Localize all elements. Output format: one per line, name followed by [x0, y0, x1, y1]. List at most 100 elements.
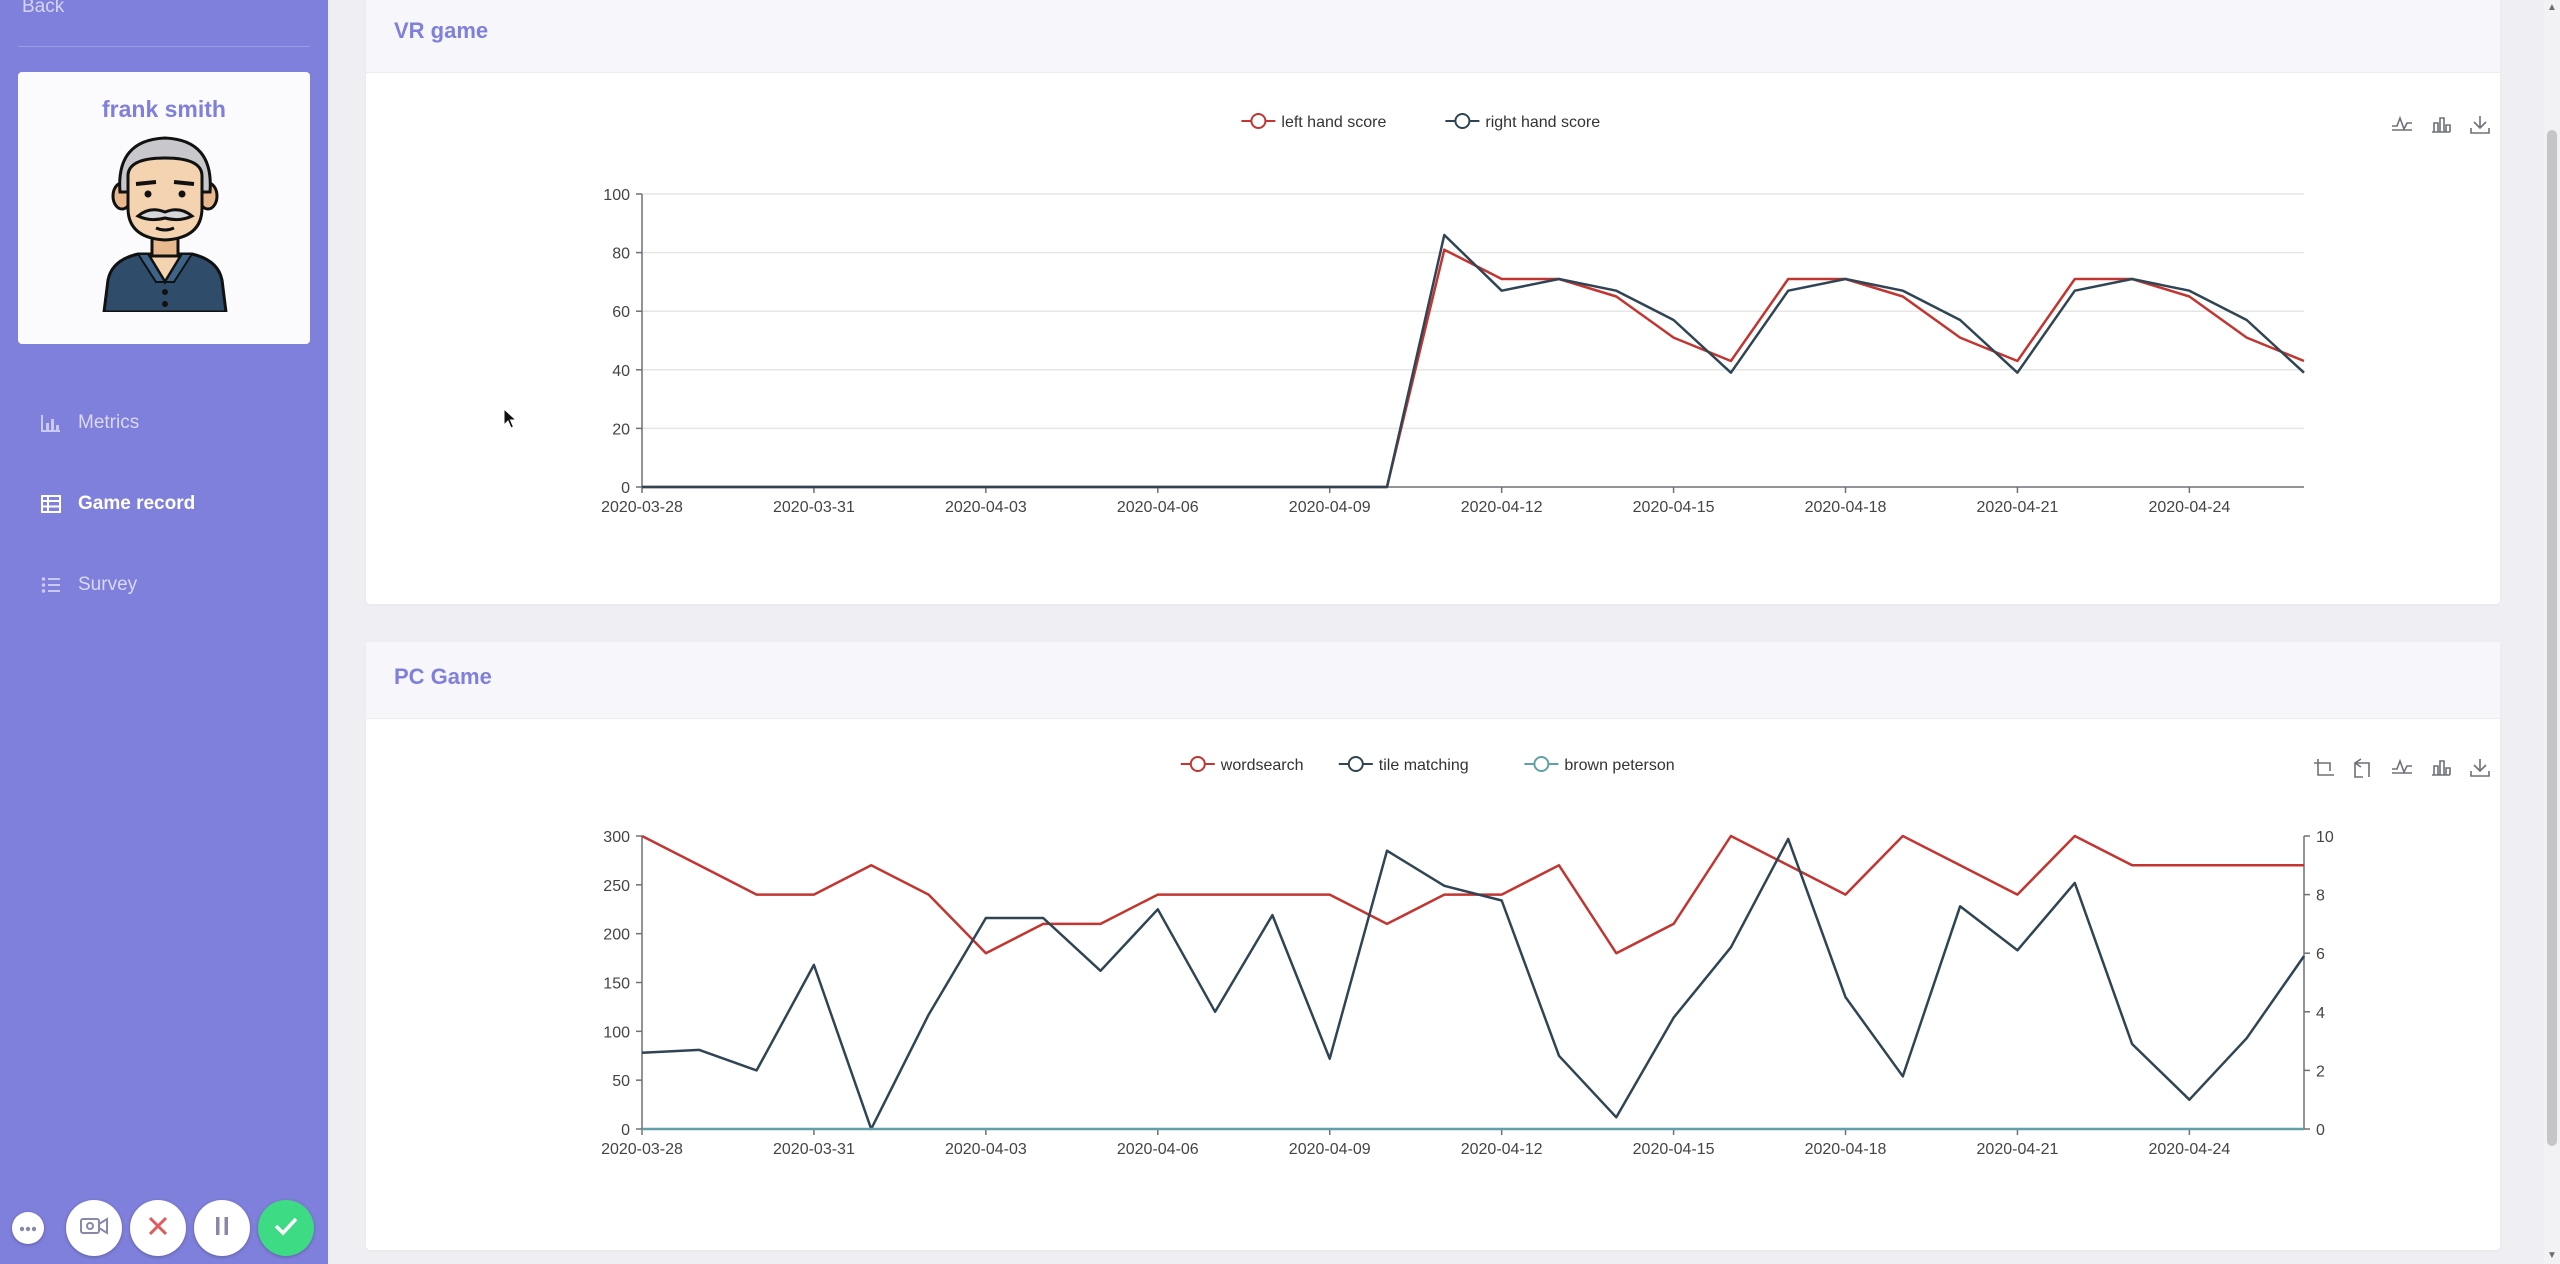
confirm-button[interactable] — [258, 1200, 314, 1256]
card-header: PC Game — [366, 642, 2500, 719]
x-tick-label: 2020-04-06 — [1117, 1141, 1199, 1158]
y-tick-label: 300 — [603, 829, 630, 846]
y2-tick-label: 2 — [2316, 1063, 2325, 1080]
y2-tick-label: 6 — [2316, 946, 2325, 963]
scrollbar[interactable]: ▲ ▼ — [2544, 0, 2560, 1264]
legend-item[interactable]: left hand score — [1241, 113, 1386, 131]
table-icon — [40, 493, 62, 515]
y-tick-label: 60 — [612, 304, 630, 321]
icon-path — [2470, 759, 2490, 777]
check-icon — [273, 1215, 299, 1242]
x-tick-label: 2020-04-21 — [1977, 1141, 2059, 1158]
x-tick-label: 2020-03-31 — [773, 499, 855, 516]
series-line — [642, 248, 2305, 489]
x-tick-label: 2020-04-09 — [1289, 499, 1371, 516]
x-tick-label: 2020-04-03 — [945, 1141, 1027, 1158]
bar-chart-icon[interactable] — [2429, 757, 2453, 779]
card-title: PC Game — [394, 664, 492, 689]
profile-card: frank smith — [18, 72, 310, 344]
y2-tick-label: 8 — [2316, 888, 2325, 905]
pause-button[interactable] — [194, 1200, 250, 1256]
icon-path — [2432, 760, 2451, 776]
bar-chart-icon — [40, 412, 62, 434]
x-tick-label: 2020-03-28 — [601, 1141, 683, 1158]
back-link[interactable]: Back — [22, 0, 65, 17]
sidebar-item-label: Survey — [78, 574, 138, 595]
x-tick-label: 2020-04-06 — [1117, 499, 1199, 516]
list-icon — [40, 574, 62, 596]
y-tick-label: 80 — [612, 246, 630, 263]
x-tick-label: 2020-04-24 — [2148, 1141, 2230, 1158]
y-tick-label: 20 — [612, 421, 630, 438]
series-line — [641, 834, 2304, 955]
camera-icon — [80, 1216, 108, 1241]
line-chart-icon[interactable] — [2390, 757, 2414, 779]
more-icon — [19, 1219, 37, 1237]
x-tick-label: 2020-04-12 — [1461, 499, 1543, 516]
camera-button[interactable] — [66, 1200, 122, 1256]
zoom-icon[interactable] — [2312, 757, 2336, 779]
legend-item[interactable]: brown peterson — [1524, 756, 1675, 774]
legend-marker — [1250, 113, 1267, 129]
legend-marker — [1347, 756, 1364, 772]
zoom-reset-icon[interactable] — [2351, 757, 2375, 779]
card-header: VR game — [366, 0, 2500, 73]
x-tick-label: 2020-04-09 — [1289, 1141, 1371, 1158]
x-tick-label: 2020-04-21 — [1977, 499, 2059, 516]
x-tick-label: 2020-04-15 — [1633, 1141, 1715, 1158]
profile-name: frank smith — [102, 96, 226, 122]
download-icon[interactable] — [2468, 757, 2492, 779]
y-tick-label: 100 — [603, 187, 630, 204]
sidebar: Back frank smith — [0, 0, 328, 1264]
sidebar-item-survey[interactable]: Survey — [40, 570, 137, 600]
legend-marker — [1454, 113, 1471, 129]
vr-game-card: VR game 0 20 40 60 80 100 2020-03-28 2020-03-31… — [366, 0, 2500, 604]
y-tick-label: 200 — [603, 927, 630, 944]
icon-path — [2392, 758, 2412, 775]
hangup-button[interactable] — [130, 1200, 186, 1256]
x-tick-label: 2020-03-28 — [601, 499, 683, 516]
legend-item[interactable]: right hand score — [1445, 113, 1600, 131]
sidebar-item-metrics[interactable]: Metrics — [40, 408, 139, 438]
scroll-thumb[interactable] — [2547, 130, 2557, 1146]
pc-game-card: PC Game 0 50 100 150 200 250 300 0 2 4 6 8 10 2020-03… — [366, 642, 2500, 1250]
x-tick-label: 2020-04-24 — [2148, 499, 2230, 516]
sidebar-item-label: Metrics — [78, 412, 140, 433]
legend-label: right hand score — [1485, 114, 1600, 131]
pc-game-chart: 0 50 100 150 200 250 300 0 2 4 6 8 10 2020-03-28 2020-… — [601, 756, 2492, 1158]
y-tick-label: 40 — [612, 363, 630, 380]
scroll-down-icon[interactable]: ▼ — [2547, 1250, 2557, 1261]
y-tick-label: 100 — [603, 1024, 630, 1041]
icon-path — [2353, 758, 2370, 778]
y2-tick-label: 10 — [2316, 829, 2334, 846]
legend-item[interactable]: tile matching — [1338, 756, 1469, 774]
x-tick-label: 2020-04-03 — [945, 499, 1027, 516]
line-chart-icon[interactable] — [2390, 114, 2414, 136]
card-title: VR game — [394, 18, 489, 43]
series-line — [641, 837, 2306, 1131]
x-tick-label: 2020-04-18 — [1805, 1141, 1887, 1158]
y-tick-label: 50 — [612, 1073, 630, 1090]
x-tick-label: 2020-03-31 — [773, 1141, 855, 1158]
avatar — [102, 136, 228, 312]
more-button[interactable] — [12, 1212, 44, 1244]
divider — [18, 46, 310, 47]
legend-marker — [1533, 756, 1550, 772]
vr-game-chart: 0 20 40 60 80 100 2020-03-28 2020-03-31 2020-04-… — [601, 113, 2492, 516]
scroll-up-icon[interactable]: ▲ — [2547, 2, 2557, 13]
y2-tick-label: 4 — [2316, 1005, 2325, 1022]
bar-chart-icon[interactable] — [2429, 114, 2453, 136]
hangup-icon — [147, 1215, 169, 1242]
series-line — [642, 233, 2305, 489]
pause-icon — [214, 1215, 230, 1242]
legend-item[interactable]: wordsearch — [1180, 756, 1304, 774]
icon-path — [2470, 116, 2490, 134]
download-icon[interactable] — [2468, 114, 2492, 136]
sidebar-item-game-record[interactable]: Game record — [40, 489, 195, 519]
icon-path — [2432, 117, 2451, 133]
y2-tick-label: 0 — [2316, 1122, 2325, 1139]
legend-label: brown peterson — [1564, 757, 1674, 774]
legend-label: wordsearch — [1220, 757, 1304, 774]
legend-label: tile matching — [1379, 757, 1469, 774]
y-tick-label: 0 — [621, 1122, 630, 1139]
